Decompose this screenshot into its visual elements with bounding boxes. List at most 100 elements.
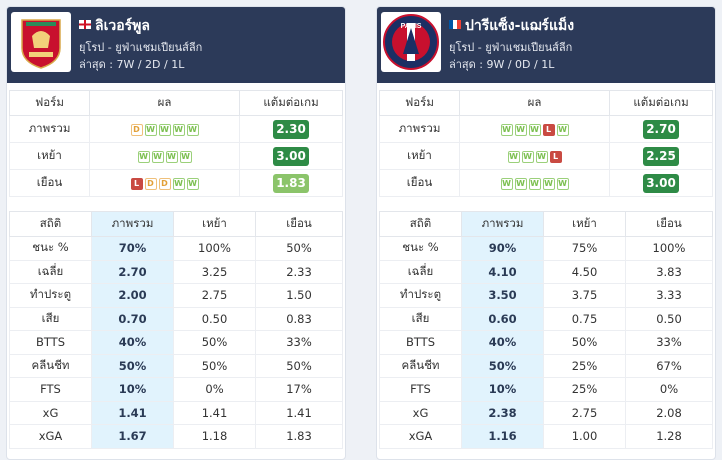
result-badge[interactable]: W: [144, 123, 157, 136]
result-badge[interactable]: W: [172, 177, 185, 190]
stat-row: xGA 1.67 1.18 1.83: [9, 424, 343, 449]
stat-home: 3.25: [173, 259, 256, 284]
result-badge[interactable]: W: [514, 123, 527, 136]
stat-label: เฉลี่ย: [9, 259, 92, 284]
ppg-cell: 2.25: [609, 142, 713, 170]
form-row-label: ภาพรวม: [9, 115, 90, 143]
home-header[interactable]: เหย้า: [543, 211, 626, 237]
result-badge[interactable]: W: [500, 123, 513, 136]
result-badge[interactable]: D: [144, 177, 157, 190]
stat-label: ชนะ %: [379, 236, 462, 261]
ppg-header: แต้มต่อเกม: [609, 90, 713, 116]
result-badge[interactable]: W: [186, 177, 199, 190]
form-row-label: เหย้า: [379, 142, 460, 170]
stat-home: 3.75: [543, 283, 626, 308]
result-badge[interactable]: W: [535, 150, 548, 163]
stat-overall: 0.70: [91, 306, 174, 331]
result-badge[interactable]: L: [549, 150, 562, 163]
result-badge[interactable]: D: [158, 177, 171, 190]
stat-overall: 1.67: [91, 424, 174, 449]
stat-label: FTS: [9, 377, 92, 402]
overall-header[interactable]: ภาพรวม: [461, 211, 544, 237]
psg-logo-text: PARIS: [401, 23, 422, 30]
ppg-cell: 2.30: [239, 115, 343, 143]
result-badge[interactable]: W: [514, 177, 527, 190]
stat-label: คลีนชีท: [9, 353, 92, 378]
form-row: ภาพรวม D W W W W 2.30: [9, 115, 343, 143]
result-badge[interactable]: D: [130, 123, 143, 136]
stat-row: FTS 10% 25% 0%: [379, 377, 713, 402]
result-badge[interactable]: W: [186, 123, 199, 136]
stat-overall: 90%: [461, 236, 544, 261]
result-header: ผล: [89, 90, 240, 116]
form-table: ฟอร์ม ผล แต้มต่อเกม ภาพรวม W W W L W 2.70 เหย้า…: [379, 90, 713, 197]
result-badge[interactable]: W: [158, 123, 171, 136]
stat-overall: 70%: [91, 236, 174, 261]
result-badge[interactable]: W: [521, 150, 534, 163]
stat-away: 0.50: [625, 306, 713, 331]
stat-home: 50%: [543, 330, 626, 355]
psg-crest-icon: PARIS: [381, 12, 441, 72]
result-badge[interactable]: W: [528, 123, 541, 136]
form-row-label: เยือน: [379, 169, 460, 197]
result-badge[interactable]: W: [137, 150, 150, 163]
stat-home: 0%: [173, 377, 256, 402]
stat-home: 50%: [173, 353, 256, 378]
stat-label: คลีนชีท: [379, 353, 462, 378]
stat-home: 100%: [173, 236, 256, 261]
stats-table: สถิติ ภาพรวม เหย้า เยือน ชนะ % 70% 100% 50%…: [9, 211, 343, 449]
stat-row: xG 2.38 2.75 2.08: [379, 400, 713, 425]
competition-label: ยุโรป - ยูฟ่าแชมเปียนส์ลีก: [449, 41, 573, 54]
stat-header: สถิติ: [379, 211, 462, 237]
team-card-psg: PARIS ปารีแซ็ง-แฌร์แม็ง ยุโรป - ยูฟ่าแชม…: [376, 6, 716, 460]
result-badge[interactable]: W: [556, 123, 569, 136]
result-badge[interactable]: W: [528, 177, 541, 190]
overall-header[interactable]: ภาพรวม: [91, 211, 174, 237]
stat-home: 2.75: [543, 400, 626, 425]
france-flag-icon: [449, 17, 461, 29]
stat-away: 3.33: [625, 283, 713, 308]
result-badge[interactable]: W: [507, 150, 520, 163]
team-card-liverpool: ลิเวอร์พูล ยุโรป - ยูฟ่าแชมเปียนส์ลีก ล่…: [6, 6, 346, 460]
result-badge[interactable]: L: [542, 123, 555, 136]
result-badge[interactable]: W: [151, 150, 164, 163]
stat-away: 50%: [255, 353, 343, 378]
stat-home: 1.41: [173, 400, 256, 425]
stat-row: เสีย 0.70 0.50 0.83: [9, 306, 343, 331]
form-row: เยือน L D D W W 1.83: [9, 169, 343, 197]
stat-home: 0.50: [173, 306, 256, 331]
result-badge[interactable]: W: [165, 150, 178, 163]
stat-home: 25%: [543, 353, 626, 378]
team-name-text[interactable]: ลิเวอร์พูล: [95, 18, 150, 34]
recent-record: ล่าสุด : 7W / 2D / 1L: [79, 58, 185, 71]
team-name[interactable]: ปารีแซ็ง-แฌร์แม็ง: [449, 15, 574, 37]
form-row-label: ภาพรวม: [379, 115, 460, 143]
result-badge[interactable]: W: [500, 177, 513, 190]
home-header[interactable]: เหย้า: [173, 211, 256, 237]
result-badge[interactable]: W: [172, 123, 185, 136]
form-row-label: เหย้า: [9, 142, 90, 170]
away-header[interactable]: เยือน: [625, 211, 713, 237]
result-badge[interactable]: L: [130, 177, 143, 190]
stat-label: เสีย: [379, 306, 462, 331]
result-badge[interactable]: W: [542, 177, 555, 190]
team-name[interactable]: ลิเวอร์พูล: [79, 15, 150, 37]
stat-row: คลีนชีท 50% 25% 67%: [379, 353, 713, 378]
team-name-text[interactable]: ปารีแซ็ง-แฌร์แม็ง: [465, 18, 575, 34]
result-badge[interactable]: W: [556, 177, 569, 190]
stat-home: 4.50: [543, 259, 626, 284]
stat-row: ทำประตู 3.50 3.75 3.33: [379, 283, 713, 308]
stat-away: 33%: [625, 330, 713, 355]
stat-row: FTS 10% 0% 17%: [9, 377, 343, 402]
stat-label: FTS: [379, 377, 462, 402]
form-header: ฟอร์ม: [9, 90, 90, 116]
stat-home: 25%: [543, 377, 626, 402]
result-badge[interactable]: W: [179, 150, 192, 163]
stat-away: 0%: [625, 377, 713, 402]
stat-label: BTTS: [9, 330, 92, 355]
stat-overall: 10%: [91, 377, 174, 402]
away-header[interactable]: เยือน: [255, 211, 343, 237]
